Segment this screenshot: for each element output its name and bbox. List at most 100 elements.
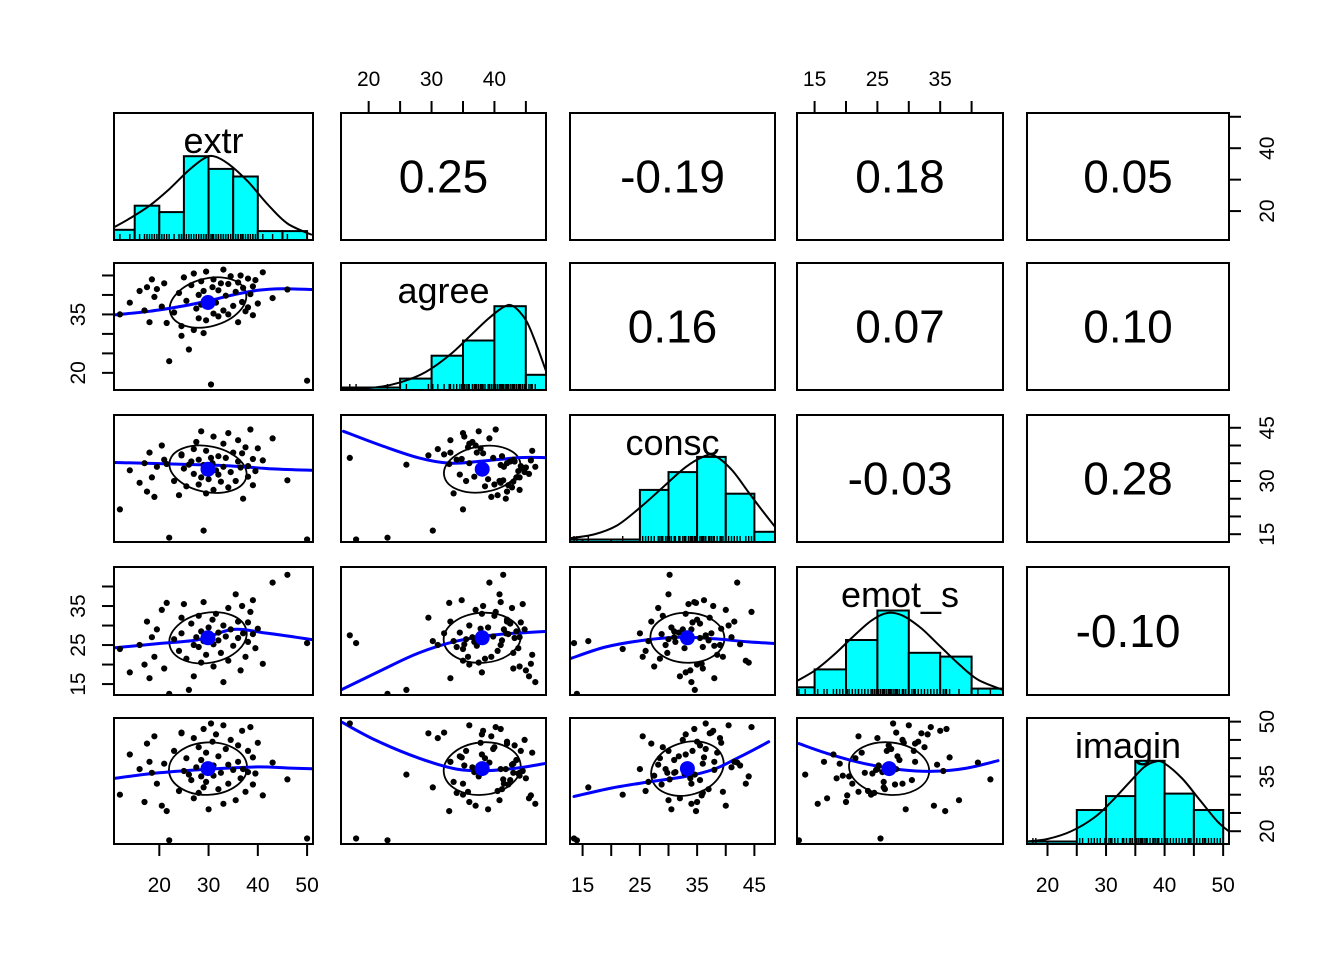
axis-tick-label: 40 <box>483 68 506 91</box>
data-point <box>249 754 256 761</box>
loess-line <box>797 742 1000 773</box>
data-point <box>143 740 151 747</box>
data-point <box>488 733 495 740</box>
data-point <box>503 488 511 495</box>
data-point <box>200 599 207 606</box>
correlation-value-agree-imagin: 0.10 <box>1083 301 1173 353</box>
data-point <box>447 758 454 765</box>
data-point <box>466 661 473 668</box>
data-point <box>143 284 151 291</box>
panel-border <box>340 414 547 543</box>
data-point <box>252 468 259 475</box>
data-point <box>500 477 507 484</box>
data-point <box>877 835 884 842</box>
data-point <box>205 806 212 813</box>
data-point <box>742 780 749 787</box>
data-point <box>161 280 168 287</box>
data-point <box>681 645 688 652</box>
axis-tick-label: 45 <box>743 874 766 897</box>
data-point <box>195 291 202 298</box>
data-point <box>955 797 963 804</box>
data-point <box>450 778 457 786</box>
data-point <box>203 447 210 454</box>
data-point <box>682 610 689 617</box>
data-point <box>227 626 234 633</box>
data-point <box>492 608 499 616</box>
data-point <box>711 766 718 774</box>
mean-dot <box>679 630 695 646</box>
data-point <box>573 837 581 844</box>
data-point <box>217 478 224 485</box>
data-point <box>203 268 210 275</box>
data-point <box>190 735 197 742</box>
data-point <box>198 756 205 764</box>
data-point <box>203 317 210 324</box>
data-point <box>475 428 482 435</box>
data-point <box>242 653 249 660</box>
data-point <box>180 274 187 281</box>
data-point <box>259 269 266 276</box>
data-point <box>519 601 526 608</box>
data-point <box>225 430 232 437</box>
panel-r2c1-scatter-extr-agree <box>113 262 314 391</box>
mean-dot <box>881 761 897 777</box>
data-point <box>858 749 865 756</box>
data-point <box>891 781 899 788</box>
panel-r5c5-histogram-imagin: imagin <box>1026 717 1230 845</box>
data-point <box>497 725 504 733</box>
data-point <box>490 745 497 753</box>
data-point <box>146 675 153 682</box>
data-point <box>346 632 353 639</box>
data-point <box>425 614 432 621</box>
data-point <box>698 660 705 667</box>
panel-border <box>1026 262 1230 391</box>
data-point <box>716 735 724 742</box>
data-point <box>645 638 652 645</box>
data-point <box>692 599 700 607</box>
data-point <box>497 766 504 773</box>
data-point <box>836 760 843 767</box>
mean-dot <box>200 761 216 777</box>
histogram-bar <box>182 155 210 241</box>
data-point <box>658 781 665 788</box>
data-point <box>153 780 160 787</box>
data-point <box>645 778 652 786</box>
data-point <box>725 622 732 629</box>
data-point <box>682 751 689 758</box>
data-point <box>304 377 311 384</box>
data-point <box>642 787 649 795</box>
data-point <box>353 835 360 842</box>
data-point <box>619 645 626 653</box>
data-point <box>235 634 242 642</box>
panel-border <box>1026 112 1230 241</box>
data-point <box>899 780 906 787</box>
loess-line <box>114 287 313 317</box>
histogram-bar <box>232 175 259 241</box>
data-point <box>665 797 672 804</box>
data-point <box>861 769 868 776</box>
data-point <box>685 601 692 608</box>
data-point <box>180 601 187 608</box>
data-point <box>464 444 472 451</box>
data-point <box>166 690 173 695</box>
data-point <box>921 744 928 751</box>
data-point <box>304 536 311 542</box>
variable-label-consc: consc <box>625 422 719 463</box>
data-point <box>639 653 646 660</box>
data-point <box>235 319 242 326</box>
data-point <box>171 309 178 316</box>
loess-line <box>570 635 775 661</box>
correlation-value-consc-imagin: 0.28 <box>1083 453 1173 505</box>
data-point <box>244 747 252 755</box>
data-point <box>434 641 441 649</box>
data-point <box>478 610 485 617</box>
data-point <box>725 722 732 729</box>
data-point <box>496 591 503 598</box>
axis-tick-label: 30 <box>1256 469 1279 492</box>
panel-r1c1-histogram-extr: extr <box>113 112 314 242</box>
data-point <box>639 733 646 740</box>
data-point <box>259 660 266 667</box>
data-point <box>222 292 229 299</box>
data-point <box>698 792 705 799</box>
data-point <box>472 802 479 809</box>
